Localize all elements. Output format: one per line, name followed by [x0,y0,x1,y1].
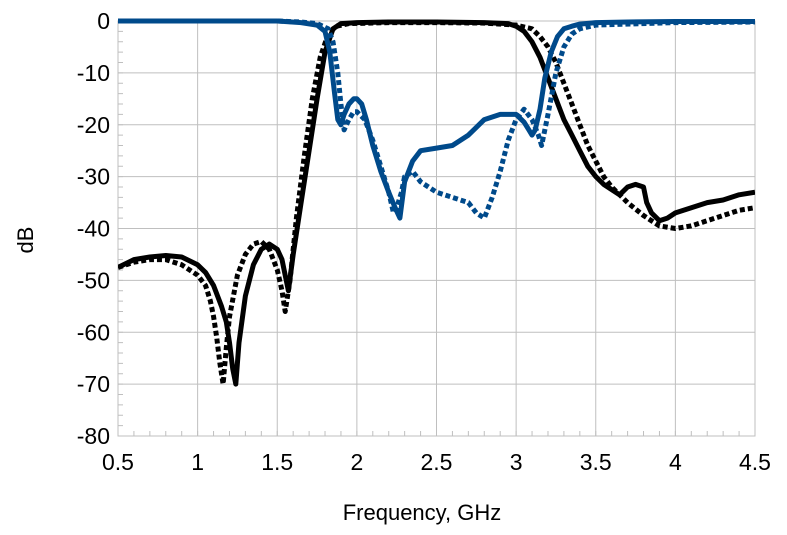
y-tick-label: -60 [77,319,110,345]
y-axis-title: dB [13,227,38,254]
x-axis-title: Frequency, GHz [343,500,502,525]
y-tick-label: -40 [77,216,110,242]
series-group [118,18,755,387]
x-tick-label: 2 [350,449,363,475]
y-tick-label: -10 [77,60,110,86]
y-tick-label: -20 [77,112,110,138]
x-tick-label: 3 [510,449,523,475]
x-tick-label: 3.5 [580,449,612,475]
x-tick-label: 1.5 [261,449,293,475]
x-tick-labels: 0.5 1 1.5 2 2.5 3 3.5 4 4.5 [102,449,771,475]
y-tick-label: -70 [77,371,110,397]
series-line-4 [118,18,755,221]
x-tick-label: 4 [669,449,682,475]
x-tick-label: 0.5 [102,449,134,475]
grid [117,20,756,437]
x-tick-label: 1 [191,449,204,475]
series-line-3 [118,18,755,221]
y-tick-labels: 0 -10 -20 -30 -40 -50 -60 -70 -80 [77,8,110,449]
series-line-2 [118,20,755,387]
y-tick-label: -30 [77,164,110,190]
y-tick-label: 0 [97,8,110,34]
x-tick-label: 2.5 [421,449,453,475]
x-tick-label: 4.5 [739,449,771,475]
y-tick-label: -80 [77,423,110,449]
y-tick-label: -50 [77,267,110,293]
